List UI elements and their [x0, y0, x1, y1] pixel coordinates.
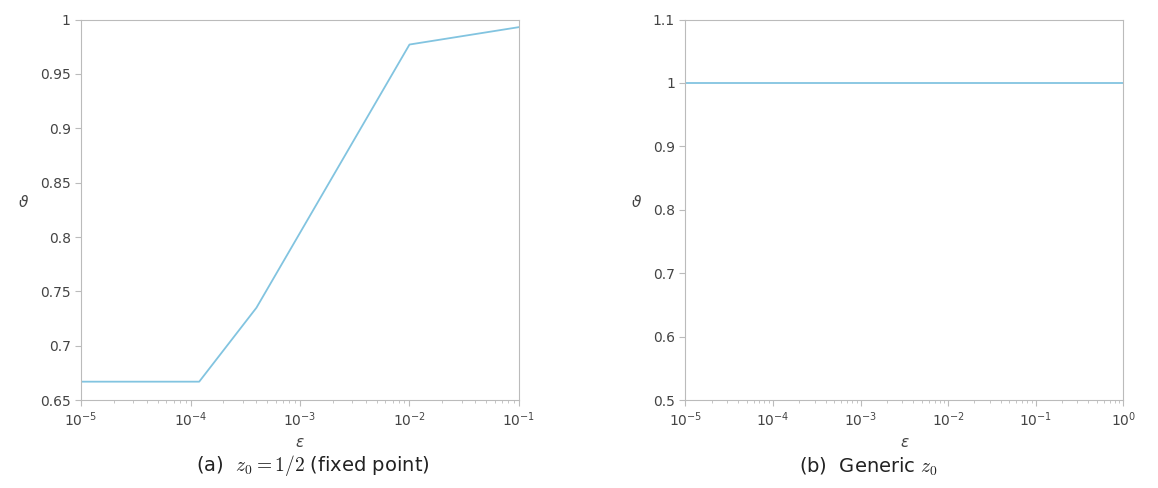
Y-axis label: ϑ: ϑ [19, 195, 28, 210]
X-axis label: ε: ε [296, 435, 305, 450]
Text: (a)  $z_0 = 1/2$ (fixed point): (a) $z_0 = 1/2$ (fixed point) [196, 453, 430, 478]
Y-axis label: ϑ: ϑ [631, 195, 640, 210]
X-axis label: ε: ε [900, 435, 908, 450]
Text: (b)  Generic $z_0$: (b) Generic $z_0$ [799, 456, 938, 478]
